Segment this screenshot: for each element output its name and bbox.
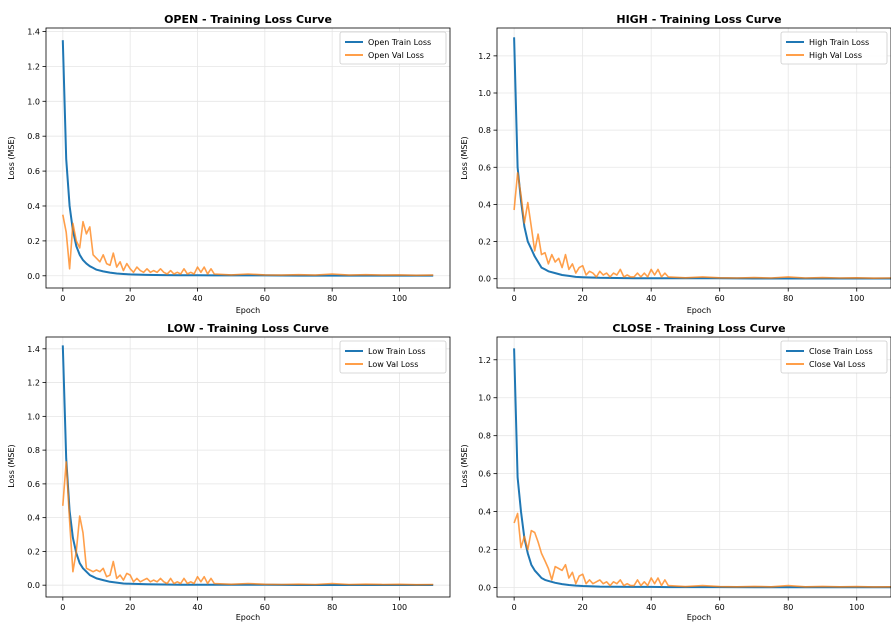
y-tick-label: 0.6 [27, 480, 40, 489]
legend-box [780, 340, 888, 374]
y-tick-label: 0.6 [478, 470, 491, 479]
x-tick-label: 40 [192, 603, 202, 612]
panel-title: LOW - Training Loss Curve [167, 322, 329, 335]
y-tick-label: 0.8 [478, 432, 491, 441]
x-tick-label: 60 [715, 603, 725, 612]
y-tick-label: 0.4 [27, 514, 40, 523]
x-tick-label: 20 [578, 603, 588, 612]
y-tick-label: 1.0 [27, 97, 40, 106]
y-tick-label: 0.0 [27, 272, 40, 281]
open-loss-panel: OPEN - Training Loss Curve Epoch Loss (M… [7, 13, 451, 315]
y-axis-label: Loss (MSE) [460, 444, 469, 487]
x-tick-label: 0 [512, 294, 517, 303]
x-axis-label: Epoch [236, 306, 261, 315]
y-tick-label: 0.0 [27, 581, 40, 590]
y-axis-label: Loss (MSE) [7, 444, 16, 487]
x-axis-label: Epoch [236, 613, 261, 622]
y-tick-label: 0.8 [27, 132, 40, 141]
x-tick-label: 80 [327, 603, 337, 612]
y-tick-label: 0.6 [27, 167, 40, 176]
legend: Low Train Loss Low Val Loss [339, 340, 447, 374]
y-tick-label: 0.0 [478, 584, 491, 593]
y-tick-label: 0.4 [478, 200, 491, 209]
plot-frame [496, 336, 891, 598]
legend-label: Low Val Loss [368, 360, 418, 369]
legend: Close Train Loss Close Val Loss [780, 340, 888, 374]
panel-title: CLOSE - Training Loss Curve [612, 322, 785, 335]
y-tick-label: 0.2 [27, 237, 40, 246]
train-loss-line [61, 345, 434, 586]
legend-label: Low Train Loss [368, 347, 426, 356]
val-loss-line [513, 512, 891, 588]
plot-frame [45, 336, 451, 598]
plot-frame [496, 27, 891, 289]
y-tick-label: 0.0 [478, 275, 491, 284]
legend: Open Train Loss Open Val Loss [339, 31, 447, 65]
val-loss-line [62, 214, 434, 277]
panel-title: HIGH - Training Loss Curve [616, 13, 781, 26]
train-loss-line [61, 40, 434, 277]
high-loss-panel: HIGH - Training Loss Curve Epoch Loss (M… [460, 13, 891, 315]
x-tick-label: 40 [192, 294, 202, 303]
legend-box [780, 31, 888, 65]
legend-box [339, 340, 447, 374]
x-tick-label: 80 [327, 294, 337, 303]
y-tick-label: 1.0 [27, 412, 40, 421]
train-loss-line [513, 348, 891, 589]
train-loss-line [513, 37, 891, 280]
y-tick-label: 0.2 [478, 546, 491, 555]
y-tick-label: 1.2 [478, 356, 491, 365]
x-tick-label: 20 [578, 294, 588, 303]
y-axis-label: Loss (MSE) [7, 136, 16, 179]
y-tick-label: 0.2 [27, 547, 40, 556]
close-loss-panel: CLOSE - Training Loss Curve Epoch Loss (… [460, 322, 891, 622]
x-tick-label: 100 [392, 294, 407, 303]
y-tick-label: 0.4 [478, 508, 491, 517]
x-tick-label: 60 [715, 294, 725, 303]
x-tick-label: 0 [60, 294, 65, 303]
legend-label: High Train Loss [809, 38, 869, 47]
y-tick-label: 0.4 [27, 202, 40, 211]
y-tick-label: 1.4 [27, 27, 40, 36]
legend-box [339, 31, 447, 65]
legend: High Train Loss High Val Loss [780, 31, 888, 65]
x-tick-label: 40 [646, 294, 656, 303]
x-tick-label: 100 [392, 603, 407, 612]
x-tick-label: 80 [783, 294, 793, 303]
plot-frame [45, 27, 451, 289]
legend-label: High Val Loss [809, 51, 862, 60]
legend-label: Open Val Loss [368, 51, 424, 60]
x-axis-label: Epoch [687, 613, 712, 622]
legend-label: Open Train Loss [368, 38, 431, 47]
y-axis-label: Loss (MSE) [460, 136, 469, 179]
y-tick-label: 0.8 [478, 126, 491, 135]
x-tick-label: 20 [125, 294, 135, 303]
y-tick-label: 0.2 [478, 238, 491, 247]
x-tick-label: 80 [783, 603, 793, 612]
y-tick-label: 1.2 [478, 52, 491, 61]
y-tick-label: 1.4 [27, 345, 40, 354]
x-tick-label: 60 [260, 603, 270, 612]
y-tick-label: 1.2 [27, 379, 40, 388]
x-tick-label: 60 [260, 294, 270, 303]
panel-title: OPEN - Training Loss Curve [164, 13, 332, 26]
val-loss-line [513, 172, 891, 280]
x-tick-label: 20 [125, 603, 135, 612]
x-tick-label: 0 [512, 603, 517, 612]
y-tick-label: 1.0 [478, 394, 491, 403]
x-tick-label: 100 [849, 603, 864, 612]
val-loss-line [62, 461, 434, 586]
y-tick-label: 1.0 [478, 89, 491, 98]
x-tick-label: 0 [60, 603, 65, 612]
x-tick-label: 40 [646, 603, 656, 612]
legend-label: Close Train Loss [809, 347, 873, 356]
x-axis-label: Epoch [687, 306, 712, 315]
y-tick-label: 0.6 [478, 163, 491, 172]
x-tick-label: 100 [849, 294, 864, 303]
low-loss-panel: LOW - Training Loss Curve Epoch Loss (MS… [7, 322, 451, 622]
y-tick-label: 0.8 [27, 446, 40, 455]
legend-label: Close Val Loss [809, 360, 865, 369]
y-tick-label: 1.2 [27, 62, 40, 71]
